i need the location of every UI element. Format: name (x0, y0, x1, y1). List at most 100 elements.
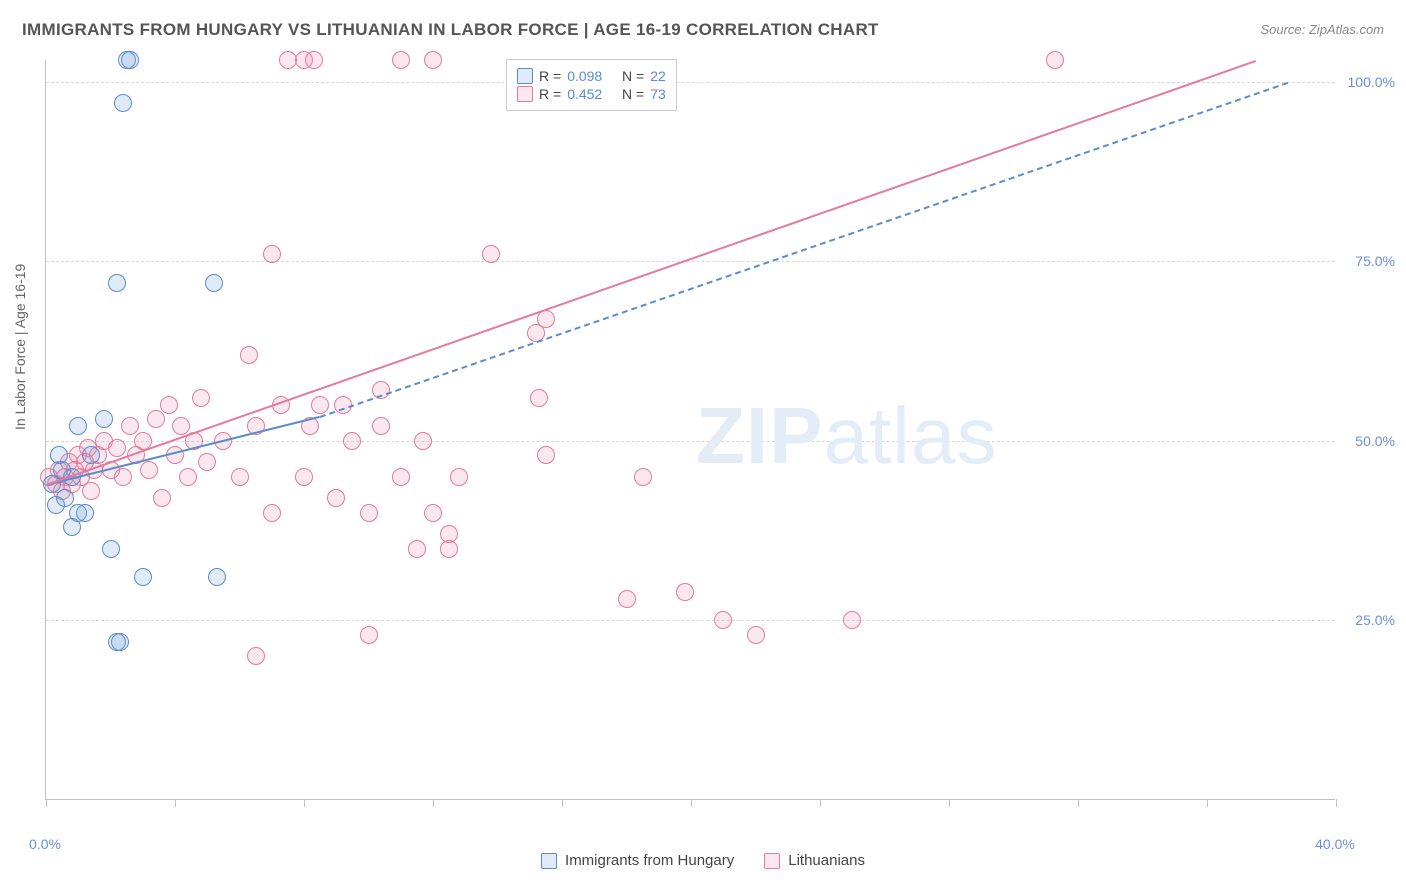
data-point (114, 94, 132, 112)
legend-label-hungary: Immigrants from Hungary (565, 852, 734, 869)
data-point (134, 568, 152, 586)
data-point (153, 489, 171, 507)
data-point (392, 468, 410, 486)
stats-legend: R = 0.098 N = 22R = 0.452 N = 73 (506, 59, 677, 111)
stat-R-hungary: 0.098 (567, 68, 602, 84)
swatch-lithuanian (764, 853, 780, 869)
x-tick (1207, 799, 1208, 807)
data-point (140, 461, 158, 479)
y-tick-label: 50.0% (1355, 433, 1395, 449)
stats-row-hungary: R = 0.098 N = 22 (517, 68, 666, 84)
data-point (327, 489, 345, 507)
data-point (360, 504, 378, 522)
x-tick (433, 799, 434, 807)
data-point (1046, 51, 1064, 69)
x-tick (691, 799, 692, 807)
data-point (111, 633, 129, 651)
data-point (450, 468, 468, 486)
data-point (205, 274, 223, 292)
x-tick (1078, 799, 1079, 807)
gridline (46, 82, 1335, 83)
data-point (414, 432, 432, 450)
y-axis-label: In Labor Force | Age 16-19 (12, 264, 28, 430)
data-point (108, 439, 126, 457)
x-tick (46, 799, 47, 807)
x-tick (820, 799, 821, 807)
data-point (714, 611, 732, 629)
trend-line (46, 60, 1256, 486)
data-point (121, 417, 139, 435)
data-point (424, 51, 442, 69)
stat-N-hungary: 22 (650, 68, 666, 84)
data-point (392, 51, 410, 69)
data-point (108, 274, 126, 292)
stat-N-label: N = (622, 86, 644, 102)
y-tick-label: 100.0% (1348, 74, 1395, 90)
stat-N-label: N = (622, 68, 644, 84)
data-point (747, 626, 765, 644)
x-tick (949, 799, 950, 807)
data-point (160, 396, 178, 414)
data-point (147, 410, 165, 428)
data-point (114, 468, 132, 486)
chart-title: IMMIGRANTS FROM HUNGARY VS LITHUANIAN IN… (22, 20, 879, 40)
data-point (121, 51, 139, 69)
data-point (372, 417, 390, 435)
stats-row-lithuanian: R = 0.452 N = 73 (517, 86, 666, 102)
data-point (240, 346, 258, 364)
source-attribution: Source: ZipAtlas.com (1260, 22, 1384, 37)
x-tick-label: 40.0% (1315, 836, 1355, 852)
data-point (82, 482, 100, 500)
data-point (247, 647, 265, 665)
plot-area: 25.0%50.0%75.0%100.0%ZIPatlasR = 0.098 N… (45, 60, 1335, 800)
swatch-lithuanian-icon (517, 86, 533, 102)
data-point (263, 245, 281, 263)
swatch-hungary-icon (517, 68, 533, 84)
trend-line (320, 82, 1288, 418)
data-point (47, 496, 65, 514)
data-point (231, 468, 249, 486)
gridline (46, 261, 1335, 262)
data-point (343, 432, 361, 450)
x-tick-label: 0.0% (29, 836, 61, 852)
y-tick-label: 75.0% (1355, 253, 1395, 269)
data-point (179, 468, 197, 486)
data-point (102, 540, 120, 558)
data-point (305, 51, 323, 69)
stat-R-lithuanian: 0.452 (567, 86, 602, 102)
data-point (95, 410, 113, 428)
data-point (482, 245, 500, 263)
data-point (198, 453, 216, 471)
swatch-hungary (541, 853, 557, 869)
data-point (530, 389, 548, 407)
gridline (46, 441, 1335, 442)
data-point (263, 504, 281, 522)
x-tick (1336, 799, 1337, 807)
stat-R-label: R = (539, 86, 561, 102)
data-point (634, 468, 652, 486)
data-point (408, 540, 426, 558)
watermark: ZIPatlas (696, 390, 997, 482)
x-tick (562, 799, 563, 807)
stat-R-label: R = (539, 68, 561, 84)
data-point (676, 583, 694, 601)
data-point (424, 504, 442, 522)
legend-label-lithuanian: Lithuanians (788, 852, 865, 869)
x-tick (304, 799, 305, 807)
data-point (311, 396, 329, 414)
data-point (192, 389, 210, 407)
data-point (82, 446, 100, 464)
legend-bottom: Immigrants from Hungary Lithuanians (541, 852, 865, 869)
data-point (69, 504, 87, 522)
data-point (440, 525, 458, 543)
gridline (46, 620, 1335, 621)
stat-N-lithuanian: 73 (650, 86, 666, 102)
legend-item-hungary: Immigrants from Hungary (541, 852, 734, 869)
data-point (360, 626, 378, 644)
data-point (208, 568, 226, 586)
y-tick-label: 25.0% (1355, 612, 1395, 628)
data-point (69, 417, 87, 435)
data-point (618, 590, 636, 608)
data-point (295, 468, 313, 486)
legend-item-lithuanian: Lithuanians (764, 852, 865, 869)
